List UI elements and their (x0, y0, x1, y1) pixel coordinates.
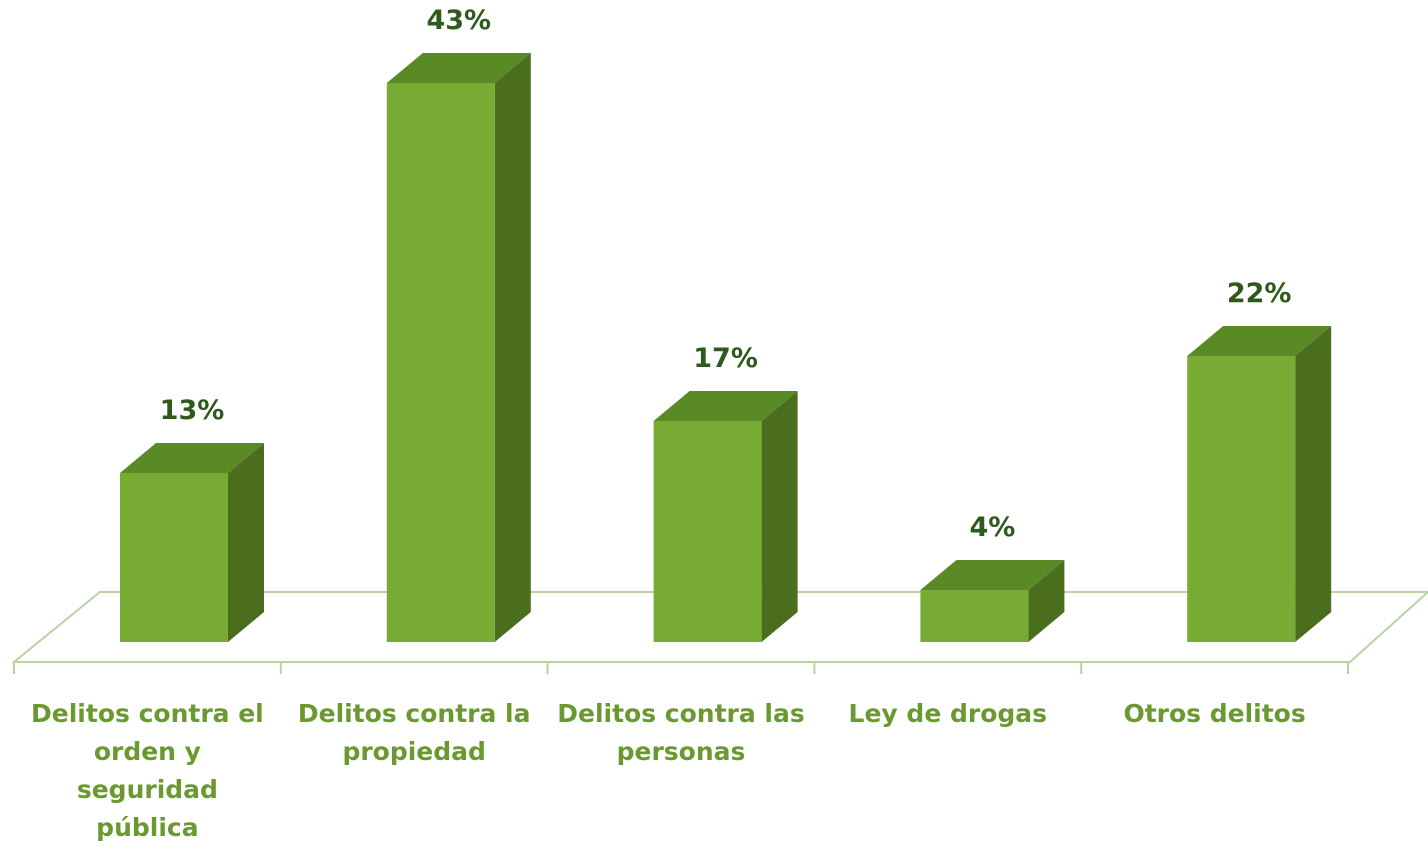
bar-side (1295, 326, 1332, 642)
bar-top (920, 560, 1065, 590)
bar-side (494, 53, 531, 642)
bar-side (761, 391, 798, 642)
bar (386, 53, 531, 642)
value-label: 4% (969, 512, 1016, 543)
value-label: 13% (159, 395, 225, 426)
bar-front (386, 83, 495, 642)
bar-side (228, 443, 264, 642)
bar-front (120, 473, 228, 642)
floor (11, 591, 1428, 663)
bar-front (653, 421, 762, 642)
bar-top (1187, 326, 1332, 356)
bar-top (386, 53, 531, 83)
bar (1187, 326, 1332, 642)
x-tick-label: Delitos contra las personas (557, 699, 805, 766)
x-tick-label: Otros delitos (1123, 699, 1306, 728)
value-label: 22% (1226, 278, 1292, 309)
bar-front (1187, 356, 1296, 642)
bar-top (120, 443, 264, 473)
bar-top (653, 391, 798, 421)
bar (920, 560, 1065, 642)
x-tick-label: Delitos contra el orden y seguridad públ… (31, 699, 264, 842)
x-tick-label: Delitos contra la propiedad (297, 699, 531, 766)
bar-side (1028, 560, 1065, 642)
x-tick-label: Ley de drogas (848, 699, 1048, 728)
bar-front (920, 590, 1029, 642)
bar (653, 391, 798, 642)
bar (120, 443, 264, 642)
value-label: 43% (426, 5, 492, 36)
value-label: 17% (693, 343, 758, 374)
